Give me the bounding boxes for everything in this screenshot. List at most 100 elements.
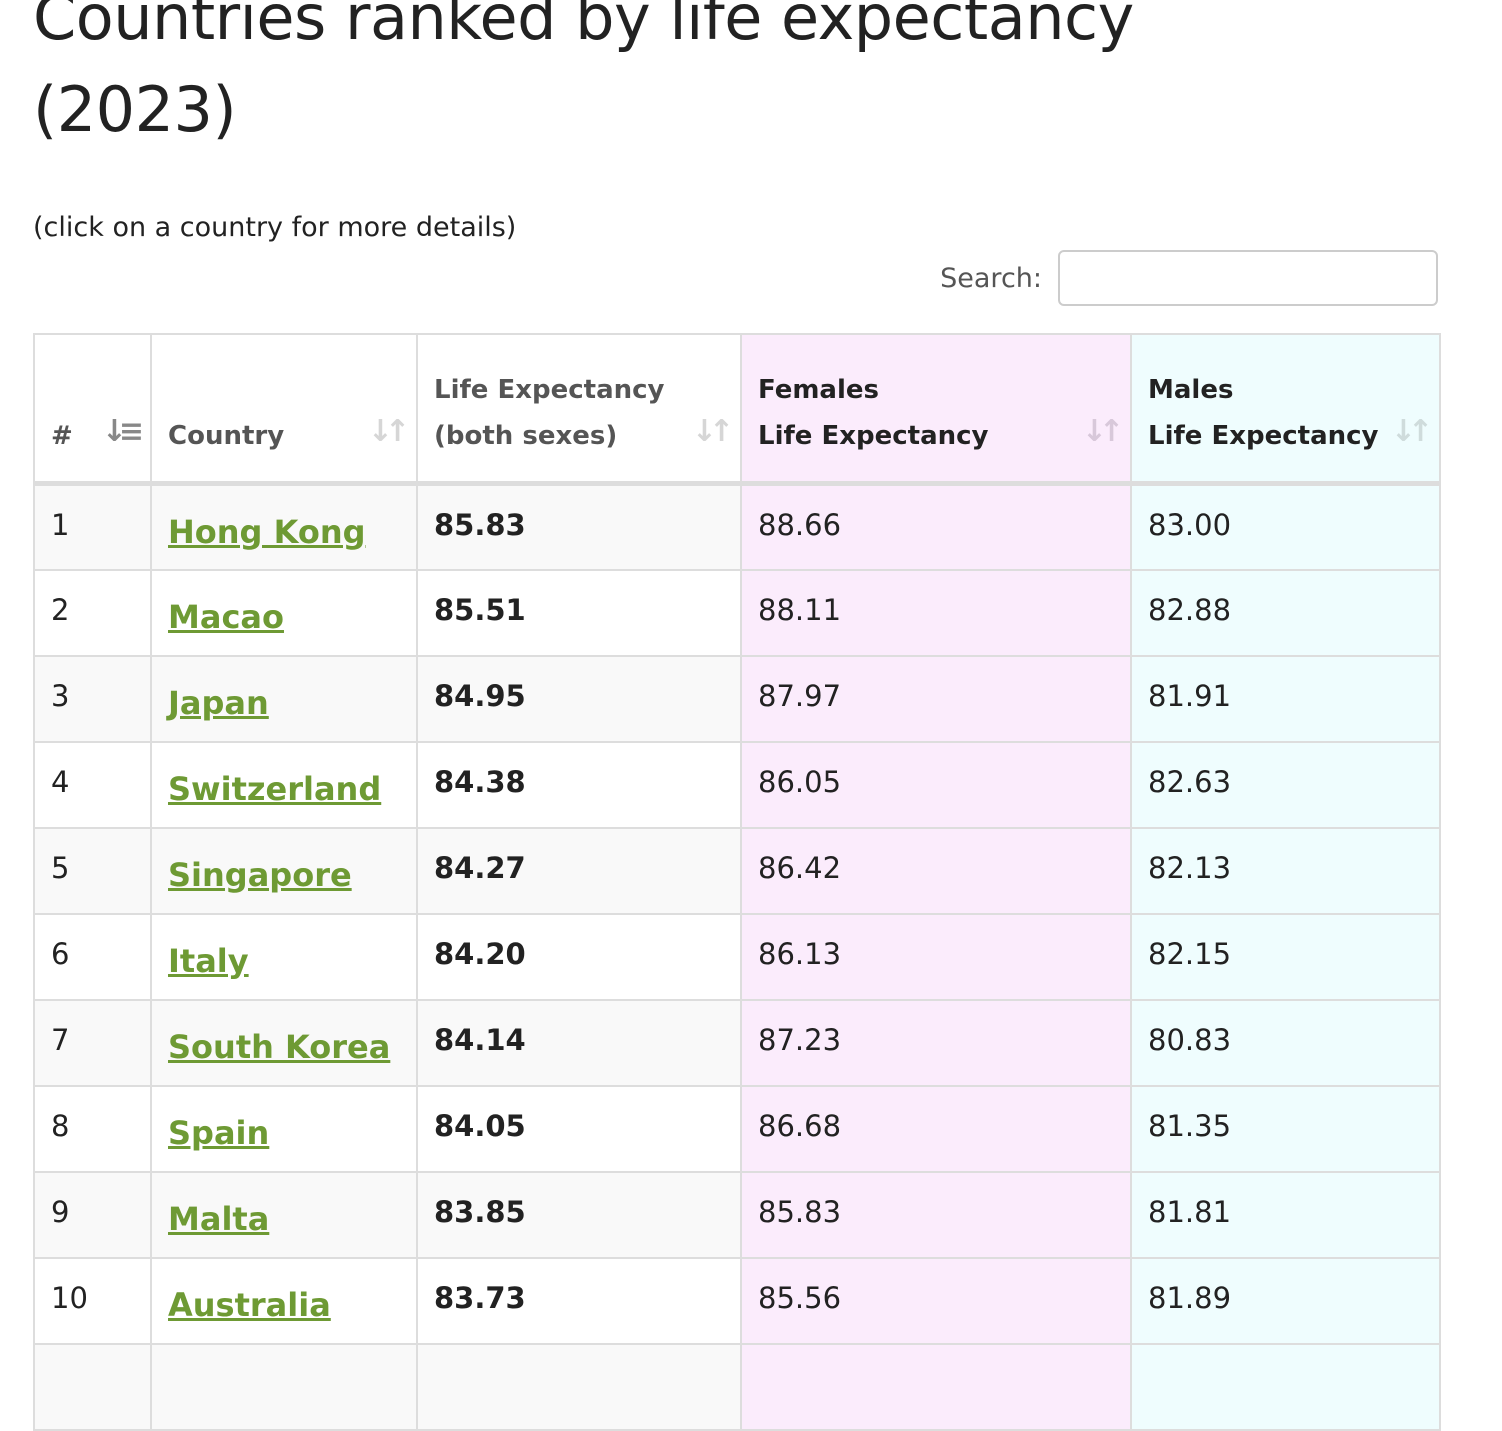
sort-icon: ↓↑ (367, 414, 410, 449)
rank-cell: 5 (33, 826, 152, 915)
males-cell: 82.13 (1130, 826, 1441, 915)
males-cell: 81.35 (1130, 1084, 1441, 1173)
females-cell: 86.05 (740, 740, 1132, 829)
country-cell: Australia (150, 1256, 418, 1345)
females-cell: 85.56 (740, 1256, 1132, 1345)
both-sexes-cell: 84.38 (416, 740, 742, 829)
females-cell: 86.42 (740, 826, 1132, 915)
column-header-females[interactable]: Females Life Expectancy ↓↑ (740, 333, 1132, 486)
table-row: 1 Hong Kong 85.83 88.66 83.00 (33, 482, 1441, 571)
country-cell: Switzerland (150, 740, 418, 829)
rank-cell: 6 (33, 912, 152, 1001)
table-row: 4 Switzerland 84.38 86.05 82.63 (33, 740, 1441, 829)
males-cell: 83.00 (1130, 482, 1441, 571)
table-row: 9 Malta 83.85 85.83 81.81 (33, 1170, 1441, 1259)
country-link[interactable]: Spain (168, 1113, 270, 1152)
column-header-rank[interactable]: # ↓≡ (33, 333, 152, 486)
table-row: 10 Australia 83.73 85.56 81.89 (33, 1256, 1441, 1345)
both-sexes-cell: 84.95 (416, 654, 742, 743)
header-label: Country (168, 421, 285, 451)
sort-ascending-icon: ↓≡ (101, 414, 144, 449)
column-header-country[interactable]: Country ↓↑ (150, 333, 418, 486)
country-link[interactable]: Macao (168, 597, 284, 636)
header-sublabel: Life Expectancy (758, 421, 989, 451)
both-sexes-cell: 84.05 (416, 1084, 742, 1173)
males-cell: 82.15 (1130, 912, 1441, 1001)
country-cell: Spain (150, 1084, 418, 1173)
both-sexes-cell: 83.73 (416, 1256, 742, 1345)
table-row: 5 Singapore 84.27 86.42 82.13 (33, 826, 1441, 915)
table-row: 8 Spain 84.05 86.68 81.35 (33, 1084, 1441, 1173)
instruction-note: (click on a country for more details) (33, 212, 517, 243)
country-link[interactable]: Switzerland (168, 769, 382, 808)
country-link[interactable]: Singapore (168, 855, 352, 894)
country-cell: Singapore (150, 826, 418, 915)
header-label: # (51, 421, 73, 451)
country-link[interactable]: Malta (168, 1199, 270, 1238)
header-sublabel: (both sexes) (434, 421, 618, 451)
females-cell: 87.97 (740, 654, 1132, 743)
country-link[interactable]: Japan (168, 683, 269, 722)
females-cell: 87.23 (740, 998, 1132, 1087)
females-cell (740, 1342, 1132, 1431)
both-sexes-cell: 84.20 (416, 912, 742, 1001)
rank-cell: 8 (33, 1084, 152, 1173)
sort-icon: ↓↑ (1081, 414, 1124, 449)
header-sublabel: Life Expectancy (1148, 421, 1379, 451)
rank-cell: 7 (33, 998, 152, 1087)
country-cell: Japan (150, 654, 418, 743)
country-link[interactable]: Australia (168, 1285, 331, 1324)
both-sexes-cell: 85.51 (416, 568, 742, 657)
both-sexes-cell: 85.83 (416, 482, 742, 571)
country-cell: Hong Kong (150, 482, 418, 571)
header-label: Life Expectancy (434, 375, 665, 405)
header-row: # ↓≡ Country ↓↑ Life Expectancy (both sexes… (33, 333, 1441, 486)
both-sexes-cell: 83.85 (416, 1170, 742, 1259)
both-sexes-cell (416, 1342, 742, 1431)
rank-cell (33, 1342, 152, 1431)
page-title: Countries ranked by life expectancy (202… (33, 0, 1134, 146)
sort-icon: ↓↑ (1390, 414, 1433, 449)
search-label: Search: (940, 262, 1042, 294)
males-cell: 81.89 (1130, 1256, 1441, 1345)
header-label: Males (1148, 375, 1234, 405)
rank-cell: 4 (33, 740, 152, 829)
country-cell: Macao (150, 568, 418, 657)
both-sexes-cell: 84.27 (416, 826, 742, 915)
males-cell: 82.63 (1130, 740, 1441, 829)
both-sexes-cell: 84.14 (416, 998, 742, 1087)
table-row: 3 Japan 84.95 87.97 81.91 (33, 654, 1441, 743)
country-cell (150, 1342, 418, 1431)
table-row: 7 South Korea 84.14 87.23 80.83 (33, 998, 1441, 1087)
country-cell: South Korea (150, 998, 418, 1087)
males-cell (1130, 1342, 1441, 1431)
table-row: 2 Macao 85.51 88.11 82.88 (33, 568, 1441, 657)
country-cell: Italy (150, 912, 418, 1001)
country-link[interactable]: Hong Kong (168, 513, 366, 551)
rank-cell: 10 (33, 1256, 152, 1345)
females-cell: 86.13 (740, 912, 1132, 1001)
country-link[interactable]: Italy (168, 941, 249, 980)
males-cell: 81.81 (1130, 1170, 1441, 1259)
rank-cell: 2 (33, 568, 152, 657)
header-label: Females (758, 375, 879, 405)
rank-cell: 3 (33, 654, 152, 743)
males-cell: 80.83 (1130, 998, 1441, 1087)
country-link[interactable]: South Korea (168, 1027, 391, 1066)
search-box: Search: (940, 250, 1438, 306)
males-cell: 81.91 (1130, 654, 1441, 743)
column-header-both-sexes[interactable]: Life Expectancy (both sexes) ↓↑ (416, 333, 742, 486)
females-cell: 88.11 (740, 568, 1132, 657)
rank-cell: 1 (33, 482, 152, 571)
males-cell: 82.88 (1130, 568, 1441, 657)
females-cell: 86.68 (740, 1084, 1132, 1173)
life-expectancy-table: # ↓≡ Country ↓↑ Life Expectancy (both sexes… (33, 333, 1441, 1431)
sort-icon: ↓↑ (691, 414, 734, 449)
females-cell: 85.83 (740, 1170, 1132, 1259)
rank-cell: 9 (33, 1170, 152, 1259)
females-cell: 88.66 (740, 482, 1132, 571)
column-header-males[interactable]: Males Life Expectancy ↓↑ (1130, 333, 1441, 486)
table-row: 6 Italy 84.20 86.13 82.15 (33, 912, 1441, 1001)
country-cell: Malta (150, 1170, 418, 1259)
search-input[interactable] (1058, 250, 1438, 306)
